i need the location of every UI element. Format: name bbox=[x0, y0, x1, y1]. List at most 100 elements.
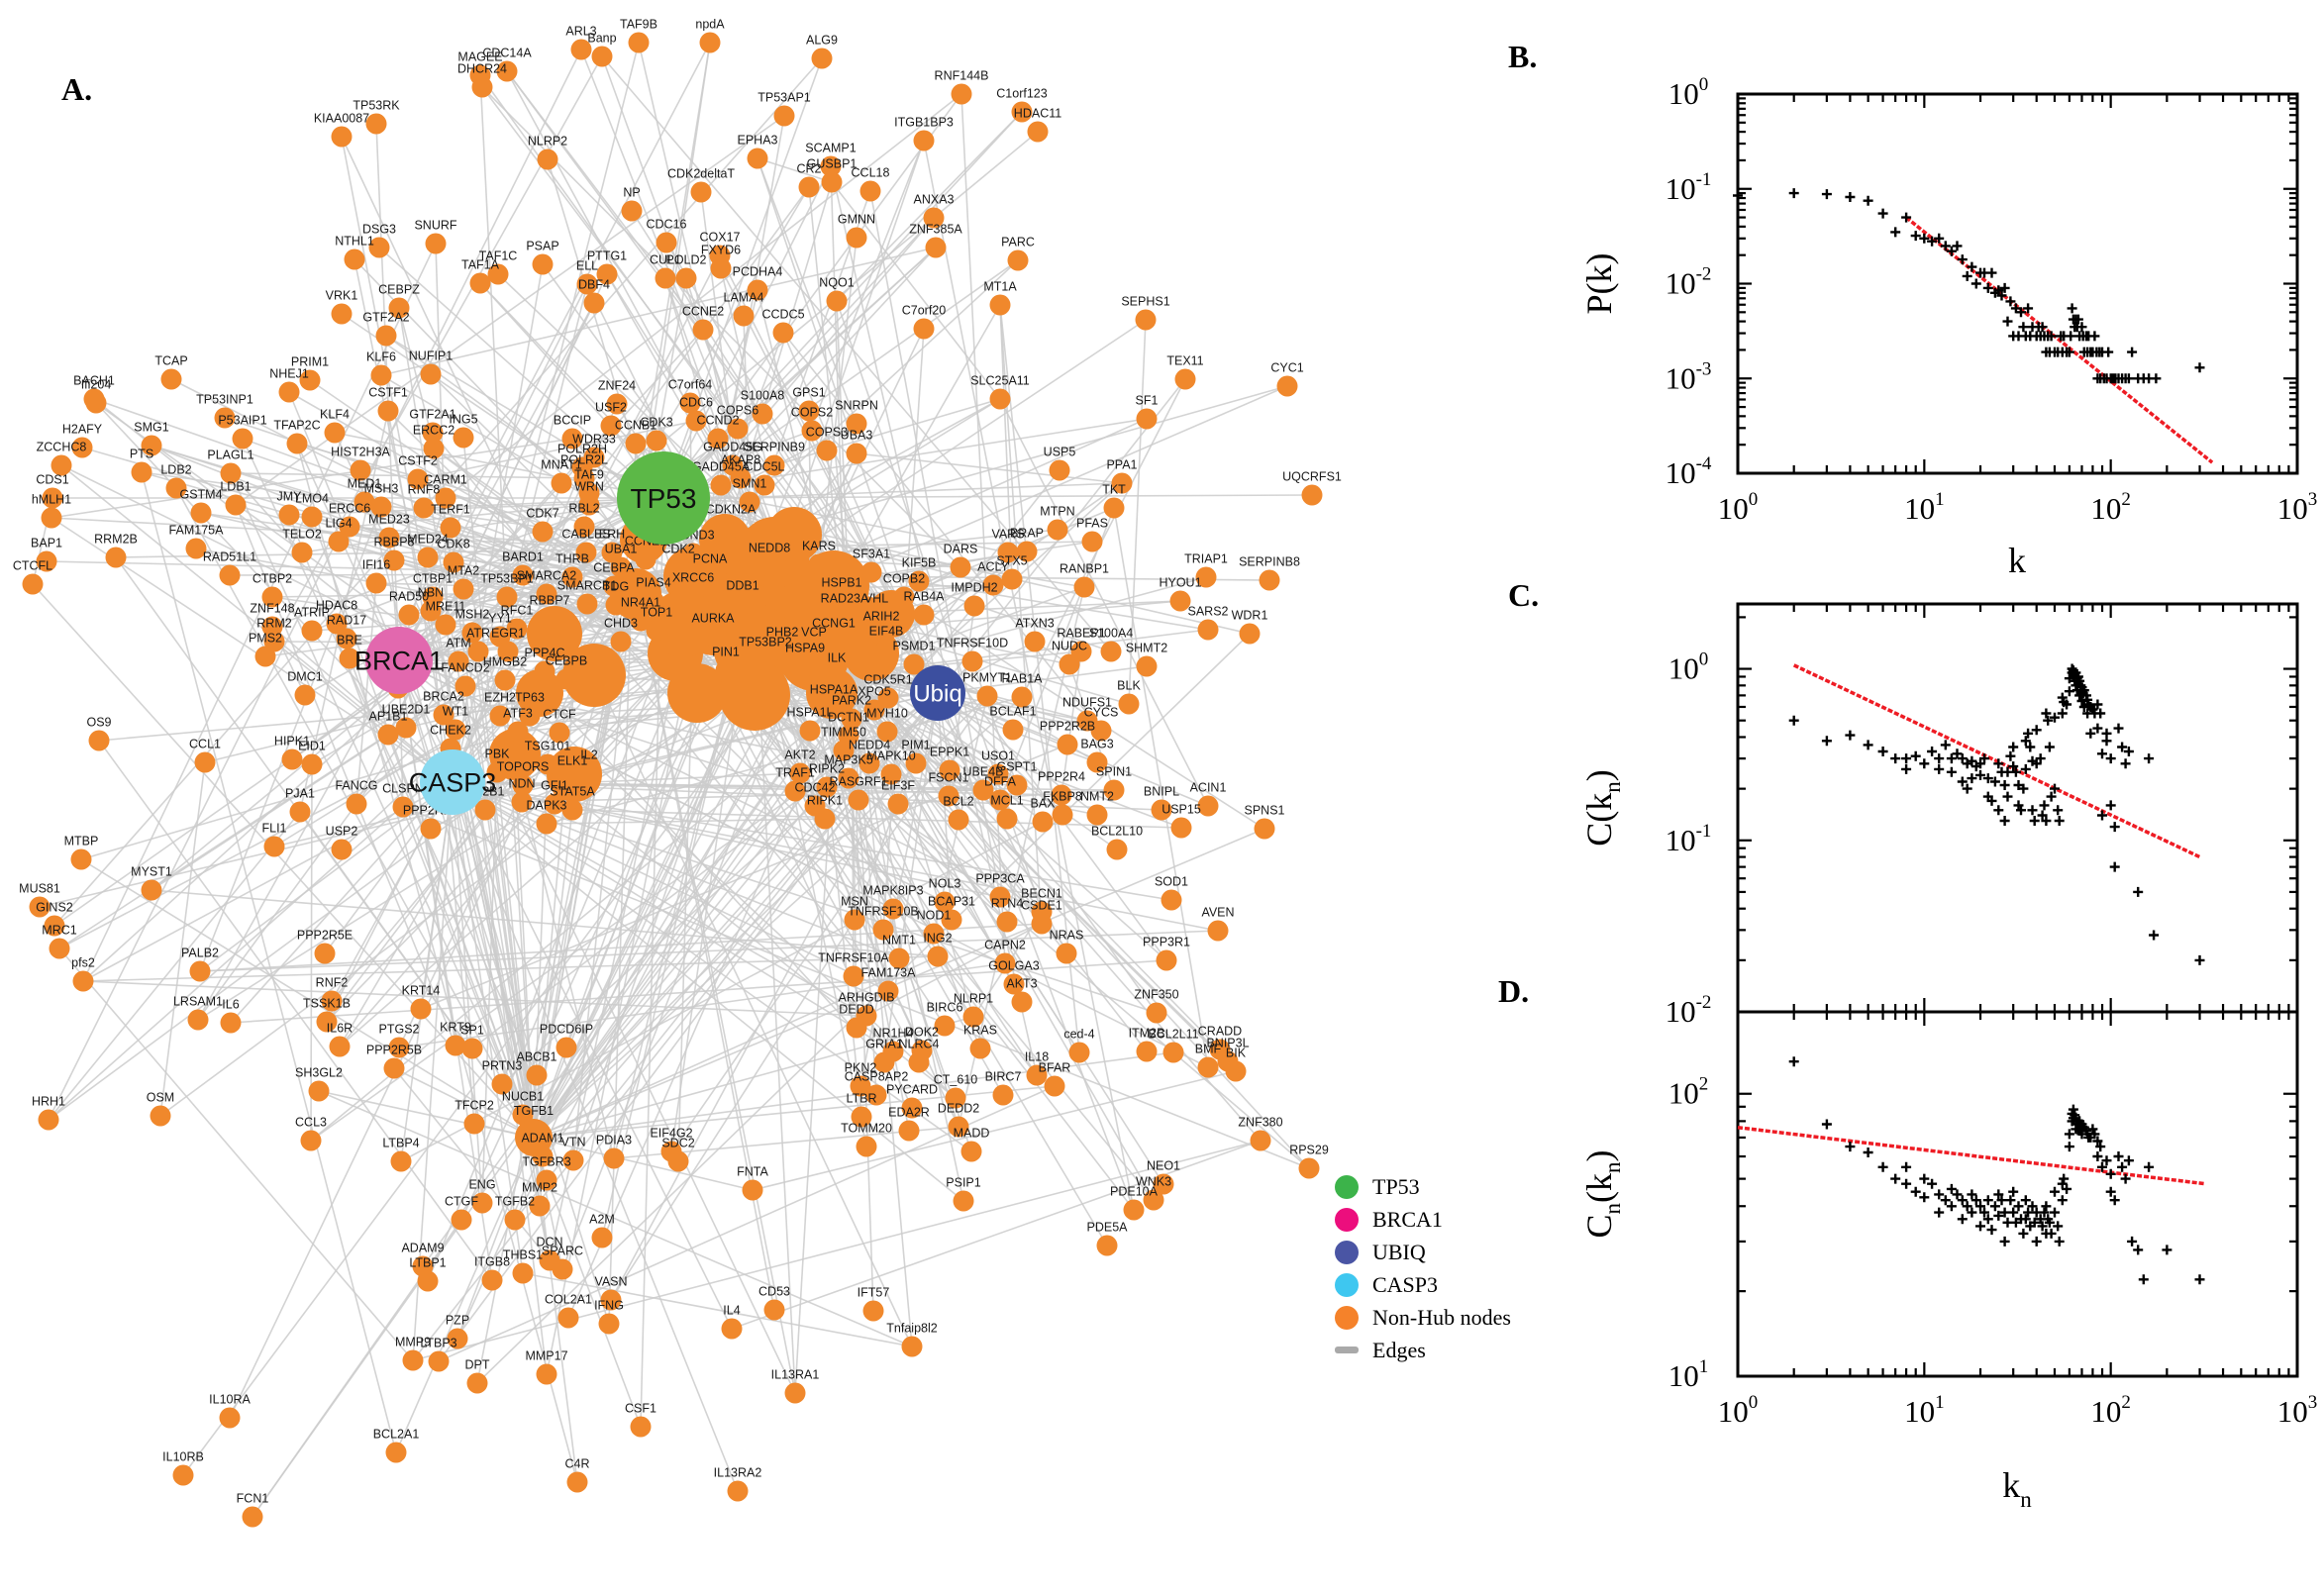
network-node-label: CDC14A bbox=[482, 47, 532, 60]
network-node bbox=[1156, 949, 1177, 971]
data-points bbox=[1733, 188, 2205, 384]
network-node bbox=[755, 649, 776, 671]
network-edge bbox=[398, 962, 1006, 1048]
network-edge bbox=[533, 641, 622, 1139]
network-node bbox=[534, 660, 556, 682]
network-node bbox=[1239, 623, 1261, 645]
network-node-label: PSMD1 bbox=[892, 640, 935, 653]
network-node bbox=[960, 1141, 982, 1162]
network-node-label: KIAA0087 bbox=[314, 112, 369, 126]
network-node-label: RNF8 bbox=[408, 483, 441, 497]
network-node-label: TIMM50 bbox=[821, 726, 866, 740]
network-node-label: EPPK1 bbox=[930, 746, 969, 759]
network-node-label: Banp bbox=[587, 32, 616, 46]
network-node-label: CDC16 bbox=[647, 218, 687, 232]
network-node bbox=[1003, 973, 1025, 995]
legend-item-casp3: CASP3 bbox=[1335, 1268, 1511, 1301]
network-node-label: MED1 bbox=[348, 477, 382, 491]
network-node-label: GUSBP1 bbox=[807, 157, 858, 171]
network-node-label: CEBPZ bbox=[378, 283, 420, 297]
network-node-label: TGFBR3 bbox=[522, 1155, 570, 1169]
network-node bbox=[263, 836, 285, 857]
network-node bbox=[578, 762, 600, 784]
network-node-label: BAX bbox=[1030, 797, 1056, 811]
network-edge bbox=[720, 418, 1148, 486]
network-node bbox=[773, 105, 795, 127]
network-node-label: TEX11 bbox=[1166, 354, 1203, 368]
network-nodes bbox=[22, 32, 1323, 1528]
network-node bbox=[573, 516, 595, 538]
network-node-label: IL10RA bbox=[209, 1393, 251, 1407]
network-edge bbox=[836, 111, 1023, 302]
network-node-label: GRIA1 bbox=[865, 1038, 903, 1051]
network-node bbox=[301, 506, 323, 528]
network-node-label: CEBPA bbox=[593, 561, 635, 575]
network-node-label: CCL18 bbox=[852, 166, 890, 180]
network-node-label: LDB1 bbox=[220, 480, 251, 494]
network-edge bbox=[662, 497, 994, 586]
network-node bbox=[172, 1464, 194, 1486]
network-node bbox=[771, 640, 793, 661]
network-node bbox=[504, 1209, 526, 1231]
network-edge bbox=[199, 506, 382, 972]
y-tick-label: 10-1 bbox=[1666, 821, 1712, 857]
network-edge bbox=[851, 672, 913, 1347]
network-node-label: MCL1 bbox=[990, 794, 1023, 808]
network-node bbox=[300, 1130, 322, 1151]
network-node-label: PBK bbox=[484, 748, 510, 761]
network-node-label: PHB2 bbox=[766, 626, 799, 640]
network-node bbox=[398, 604, 420, 626]
network-node-label: CDS1 bbox=[36, 473, 68, 487]
network-node bbox=[831, 590, 853, 612]
network-node-label: MMP2 bbox=[522, 1181, 557, 1195]
network-node-label: ATM bbox=[446, 637, 470, 650]
network-node bbox=[519, 705, 541, 727]
network-node-label: ZNF385A bbox=[909, 223, 962, 237]
network-node-label: SDC2 bbox=[661, 1137, 694, 1150]
network-node-label: POLD2 bbox=[666, 253, 707, 267]
network-node-label: NMT1 bbox=[882, 934, 916, 948]
network-node bbox=[570, 39, 592, 60]
network-node-label: NRAS bbox=[1050, 929, 1084, 943]
network-node-label: COX17 bbox=[700, 231, 741, 245]
network-node-label: SH3GL2 bbox=[295, 1066, 343, 1080]
network-node-label: PSIP1 bbox=[946, 1176, 980, 1190]
network-node-label: CCNG1 bbox=[812, 617, 856, 631]
network-node-label: TAF1A bbox=[461, 258, 500, 272]
network-node bbox=[989, 886, 1011, 908]
network-edge bbox=[782, 332, 1102, 732]
network-node bbox=[913, 130, 935, 151]
network-node-label: MAGEE bbox=[457, 50, 502, 64]
network-edge bbox=[48, 811, 301, 1121]
network-edge bbox=[159, 761, 206, 1117]
y-axis-title: C(kn​) bbox=[1579, 769, 1625, 847]
network-node bbox=[29, 896, 50, 918]
network-node bbox=[1197, 1056, 1219, 1078]
network-node-label: ITGB8 bbox=[474, 1255, 510, 1269]
network-node bbox=[646, 430, 667, 451]
network-node bbox=[846, 413, 867, 435]
network-node bbox=[1136, 655, 1158, 677]
network-node-label: CABLES bbox=[561, 528, 610, 542]
network-node bbox=[1073, 576, 1095, 598]
network-node bbox=[953, 1190, 974, 1212]
network-node-label: PDIA3 bbox=[596, 1134, 632, 1147]
network-node bbox=[843, 965, 864, 987]
legend-label: CASP3 bbox=[1372, 1271, 1439, 1297]
network-node-label: BACH1 bbox=[73, 374, 115, 388]
legend-color-dot bbox=[1335, 1240, 1359, 1264]
network-node bbox=[339, 648, 360, 669]
network-node-label: PDE10A bbox=[1110, 1185, 1159, 1199]
network-node bbox=[377, 724, 399, 746]
network-node bbox=[961, 650, 983, 672]
network-node-label: PZP bbox=[446, 1314, 469, 1328]
network-node bbox=[72, 970, 94, 992]
network-node bbox=[730, 467, 752, 489]
network-edge bbox=[1128, 319, 1147, 705]
network-node-label: ADAM1 bbox=[521, 1132, 563, 1146]
network-node bbox=[321, 990, 343, 1012]
network-node bbox=[308, 1080, 330, 1102]
network-node bbox=[453, 427, 474, 449]
network-node-label: PCDHA4 bbox=[733, 265, 783, 279]
network-node-label: PDE5A bbox=[1087, 1221, 1129, 1235]
